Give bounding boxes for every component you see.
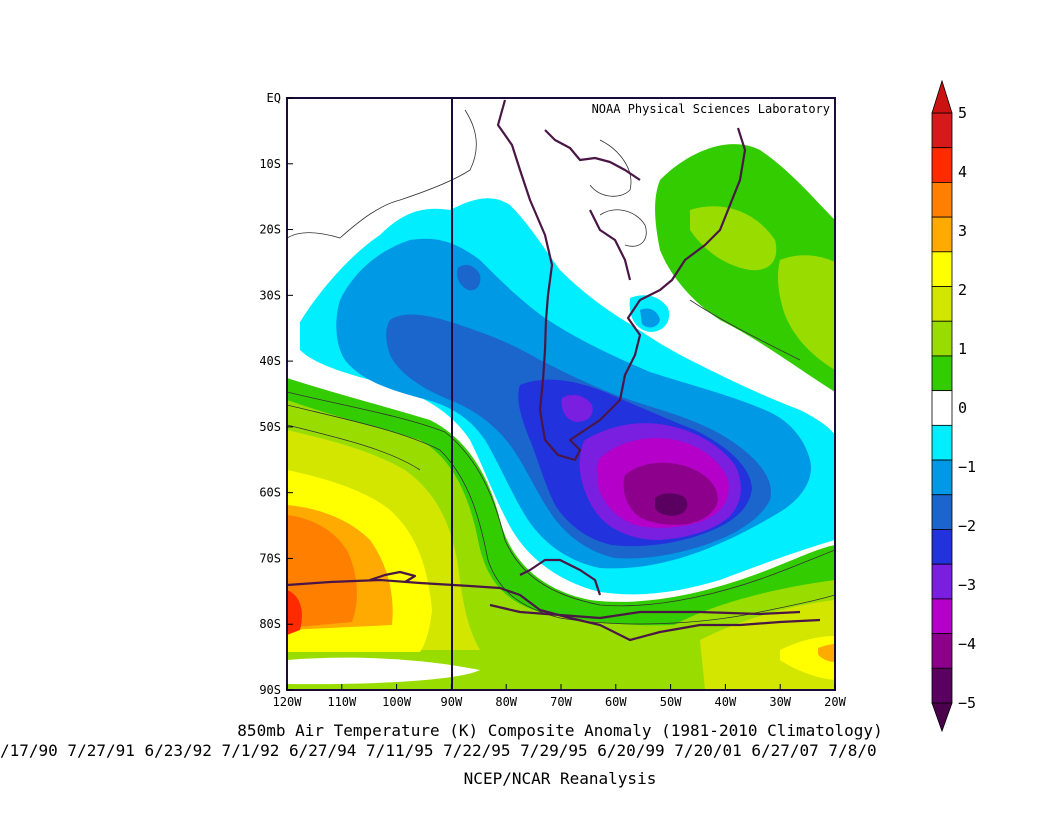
colorbar-level-label: 3 [958,222,967,240]
y-tick-label: 10S [259,157,281,171]
colorbar-swatch [931,424,953,461]
contour-line [589,139,632,197]
colorbar-level-label: −2 [958,517,976,535]
x-tick-label: 60W [605,695,627,709]
contour-negative-2-small [457,264,481,291]
contour-line [599,209,647,247]
axis-ticks [286,97,836,691]
coastlines [287,99,821,642]
contour-negative-4.5-core [655,493,688,516]
colorbar-swatch [931,598,953,634]
y-tick-label: 40S [259,354,281,368]
colorbar-swatch [931,147,953,183]
y-axis-labels: EQ 10S 20S 30S 40S 50S 60S 70S 80S 90S [259,91,281,697]
colorbar-level-label: −4 [958,635,976,653]
colorbar-level-label: −3 [958,576,976,594]
x-axis-labels: 120W 110W 100W 90W 80W 70W 60W 50W 40W 30W 20W [273,695,847,709]
x-tick-label: 20W [824,695,846,709]
contour-positive-4.5-band [287,515,357,628]
mid-continent-rivers [589,209,632,281]
colorbar-bottom-arrow [931,702,953,733]
x-tick-label: 110W [327,695,357,709]
colorbar-swatch [931,320,953,357]
figure-title: 850mb Air Temperature (K) Composite Anom… [237,721,883,740]
colorbar-swatch [931,494,953,530]
y-tick-label: 30S [259,288,281,302]
x-tick-label: 80W [495,695,517,709]
south-america-coast [496,99,747,462]
x-tick-label: 70W [550,695,572,709]
colorbar-swatch [931,286,953,322]
contour-line [287,109,477,239]
contour-negative-3-small [561,394,593,422]
colorbar [931,79,953,733]
colorbar-top-arrow [931,79,953,114]
data-source: NCEP/NCAR Reanalysis [463,769,657,788]
colorbar-level-label: 1 [958,340,967,358]
colorbar-swatch [931,633,953,669]
contour-line [287,424,421,471]
colorbar-swatch [931,182,953,218]
colorbar-swatch [931,529,953,565]
contour-line [287,391,835,607]
colorbar-level-label: −5 [958,694,976,712]
islands-small [369,570,417,583]
colorbar-labels: 5 4 3 2 1 0 −1 −2 −3 −4 −5 [958,104,976,712]
x-tick-label: 100W [382,695,412,709]
antarctica-ice-shelf [489,603,801,620]
colorbar-level-label: 4 [958,163,967,181]
colorbar-swatch [931,563,953,600]
contour-positive-ne-1.5 [690,206,777,271]
x-tick-label: 30W [769,695,791,709]
y-tick-label: 80S [259,617,281,631]
antarctic-peninsula [519,558,602,596]
colorbar-swatch [931,355,953,392]
credit-label: NOAA Physical Sciences Laboratory [592,102,830,116]
contour-positive-ne-1.5b [777,255,835,370]
colorbar-swatch [931,667,953,704]
composite-dates: /17/90 7/27/91 6/23/92 7/1/92 6/27/94 7/… [0,741,877,760]
south-america-north [544,129,641,181]
colorbar-level-label: 2 [958,281,967,299]
x-tick-label: 40W [715,695,737,709]
contour-negative-1.5-small [640,308,660,328]
y-tick-label: 90S [259,683,281,697]
colorbar-swatch [931,390,953,426]
colorbar-swatch [931,112,953,149]
y-tick-label: 20S [259,223,281,237]
contour-positive-se-4 [818,644,835,662]
colorbar-swatch [931,459,953,496]
contour-near-zero-tongue [287,657,480,685]
contour-line [287,404,835,625]
contour-lines [287,109,835,625]
y-tick-label: 70S [259,551,281,565]
colorbar-level-label: 0 [958,399,967,417]
y-tick-label: EQ [267,91,281,105]
filled-contours [287,98,835,690]
colorbar-level-label: 5 [958,104,967,122]
colorbar-swatch [931,251,953,287]
colorbar-level-label: −1 [958,458,976,476]
x-tick-label: 50W [660,695,682,709]
y-tick-label: 50S [259,420,281,434]
contour-line [689,299,801,361]
colorbar-swatch [931,216,953,253]
x-tick-label: 90W [441,695,463,709]
y-tick-label: 60S [259,486,281,500]
x-tick-label: 120W [273,695,303,709]
